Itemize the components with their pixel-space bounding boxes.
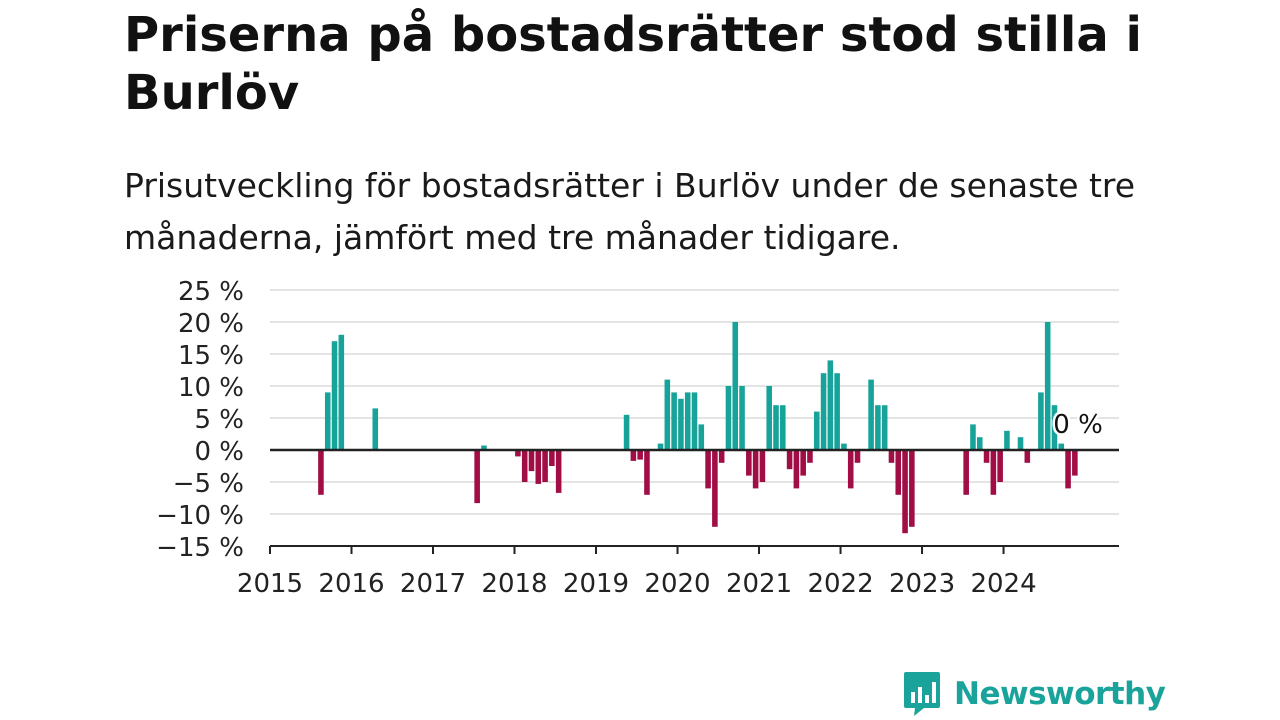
bar xyxy=(759,450,766,482)
bar xyxy=(684,392,691,450)
y-tick-label: 15 % xyxy=(178,341,244,371)
bar xyxy=(644,450,650,495)
bar xyxy=(678,398,684,450)
newsworthy-logo[interactable]: Newsworthy xyxy=(902,670,1166,718)
bar xyxy=(705,450,711,489)
bar xyxy=(847,450,854,489)
y-tick-label: 20 % xyxy=(178,309,244,339)
bar xyxy=(780,405,786,450)
x-tick-label: 2017 xyxy=(400,569,466,599)
x-tick-label: 2019 xyxy=(563,569,629,599)
y-tick-label: −5 % xyxy=(173,469,244,499)
chart-subtitle: Prisutveckling för bostadsrätter i Burlö… xyxy=(124,166,1136,257)
newsworthy-logo-icon xyxy=(904,672,940,716)
brand-name: Newsworthy xyxy=(954,676,1166,712)
bar xyxy=(1017,437,1024,450)
bar xyxy=(739,386,745,450)
bar xyxy=(820,373,827,450)
bar xyxy=(521,450,528,482)
bar xyxy=(902,450,908,534)
bar xyxy=(963,450,969,495)
x-tick-label: 2024 xyxy=(970,569,1036,599)
x-tick-label: 2022 xyxy=(807,569,873,599)
bar xyxy=(990,450,997,495)
bar xyxy=(752,450,759,489)
y-tick-label: −15 % xyxy=(156,533,244,563)
bar xyxy=(657,443,664,450)
annotation-label: 0 % xyxy=(1053,410,1103,440)
y-tick-label: 5 % xyxy=(194,405,244,435)
bar xyxy=(766,386,772,450)
bar xyxy=(555,450,562,493)
bar xyxy=(868,379,874,450)
bar xyxy=(909,450,915,527)
x-tick-label: 2015 xyxy=(237,569,303,599)
bar xyxy=(712,450,718,527)
y-tick-label: 25 % xyxy=(178,277,244,307)
bar xyxy=(1058,443,1065,450)
x-tick-label: 2018 xyxy=(481,569,547,599)
bar xyxy=(827,360,834,450)
bar xyxy=(1051,405,1058,450)
bar xyxy=(786,450,793,470)
bar xyxy=(528,450,535,472)
bar xyxy=(718,450,725,463)
bar xyxy=(691,392,698,450)
bar xyxy=(549,450,555,466)
bar xyxy=(1038,392,1044,450)
bar xyxy=(800,450,806,476)
chart-title: Priserna på bostadsrätter stod stilla i … xyxy=(124,7,1142,121)
bar xyxy=(834,373,840,450)
bar xyxy=(535,450,542,484)
bar xyxy=(338,334,345,450)
bar xyxy=(773,405,779,450)
bar xyxy=(970,424,976,450)
bar xyxy=(1072,450,1078,476)
x-tick-label: 2020 xyxy=(644,569,710,599)
bar xyxy=(875,405,881,450)
bar xyxy=(474,450,480,504)
bar xyxy=(997,450,1003,482)
bar xyxy=(664,379,671,450)
bar xyxy=(746,450,752,476)
bar xyxy=(793,450,800,489)
bar xyxy=(331,341,338,450)
bar xyxy=(372,408,379,450)
x-tick-label: 2023 xyxy=(889,569,955,599)
bar xyxy=(854,450,861,463)
bar xyxy=(1024,450,1031,463)
bar xyxy=(324,392,331,450)
bar xyxy=(698,424,705,450)
bar xyxy=(623,414,630,450)
y-tick-label: −10 % xyxy=(156,501,244,531)
x-tick-label: 2021 xyxy=(726,569,792,599)
y-tick-label: 10 % xyxy=(178,373,244,403)
bar xyxy=(888,450,895,463)
bar xyxy=(318,450,324,495)
bar xyxy=(725,386,732,450)
y-tick-label: 0 % xyxy=(194,437,244,467)
bar xyxy=(1044,322,1051,450)
bar xyxy=(732,322,739,450)
bar xyxy=(630,450,637,461)
bar xyxy=(671,392,677,450)
bar xyxy=(1004,430,1010,450)
bar xyxy=(1065,450,1071,489)
bar xyxy=(895,450,902,495)
x-tick-label: 2016 xyxy=(318,569,384,599)
bar xyxy=(637,450,643,460)
bar xyxy=(983,450,990,463)
bar xyxy=(542,450,548,482)
bar xyxy=(976,437,983,450)
bar xyxy=(515,450,521,457)
bar xyxy=(841,443,847,450)
bar xyxy=(481,445,487,450)
bar xyxy=(813,411,820,450)
bar xyxy=(881,405,888,450)
bar xyxy=(807,450,813,463)
